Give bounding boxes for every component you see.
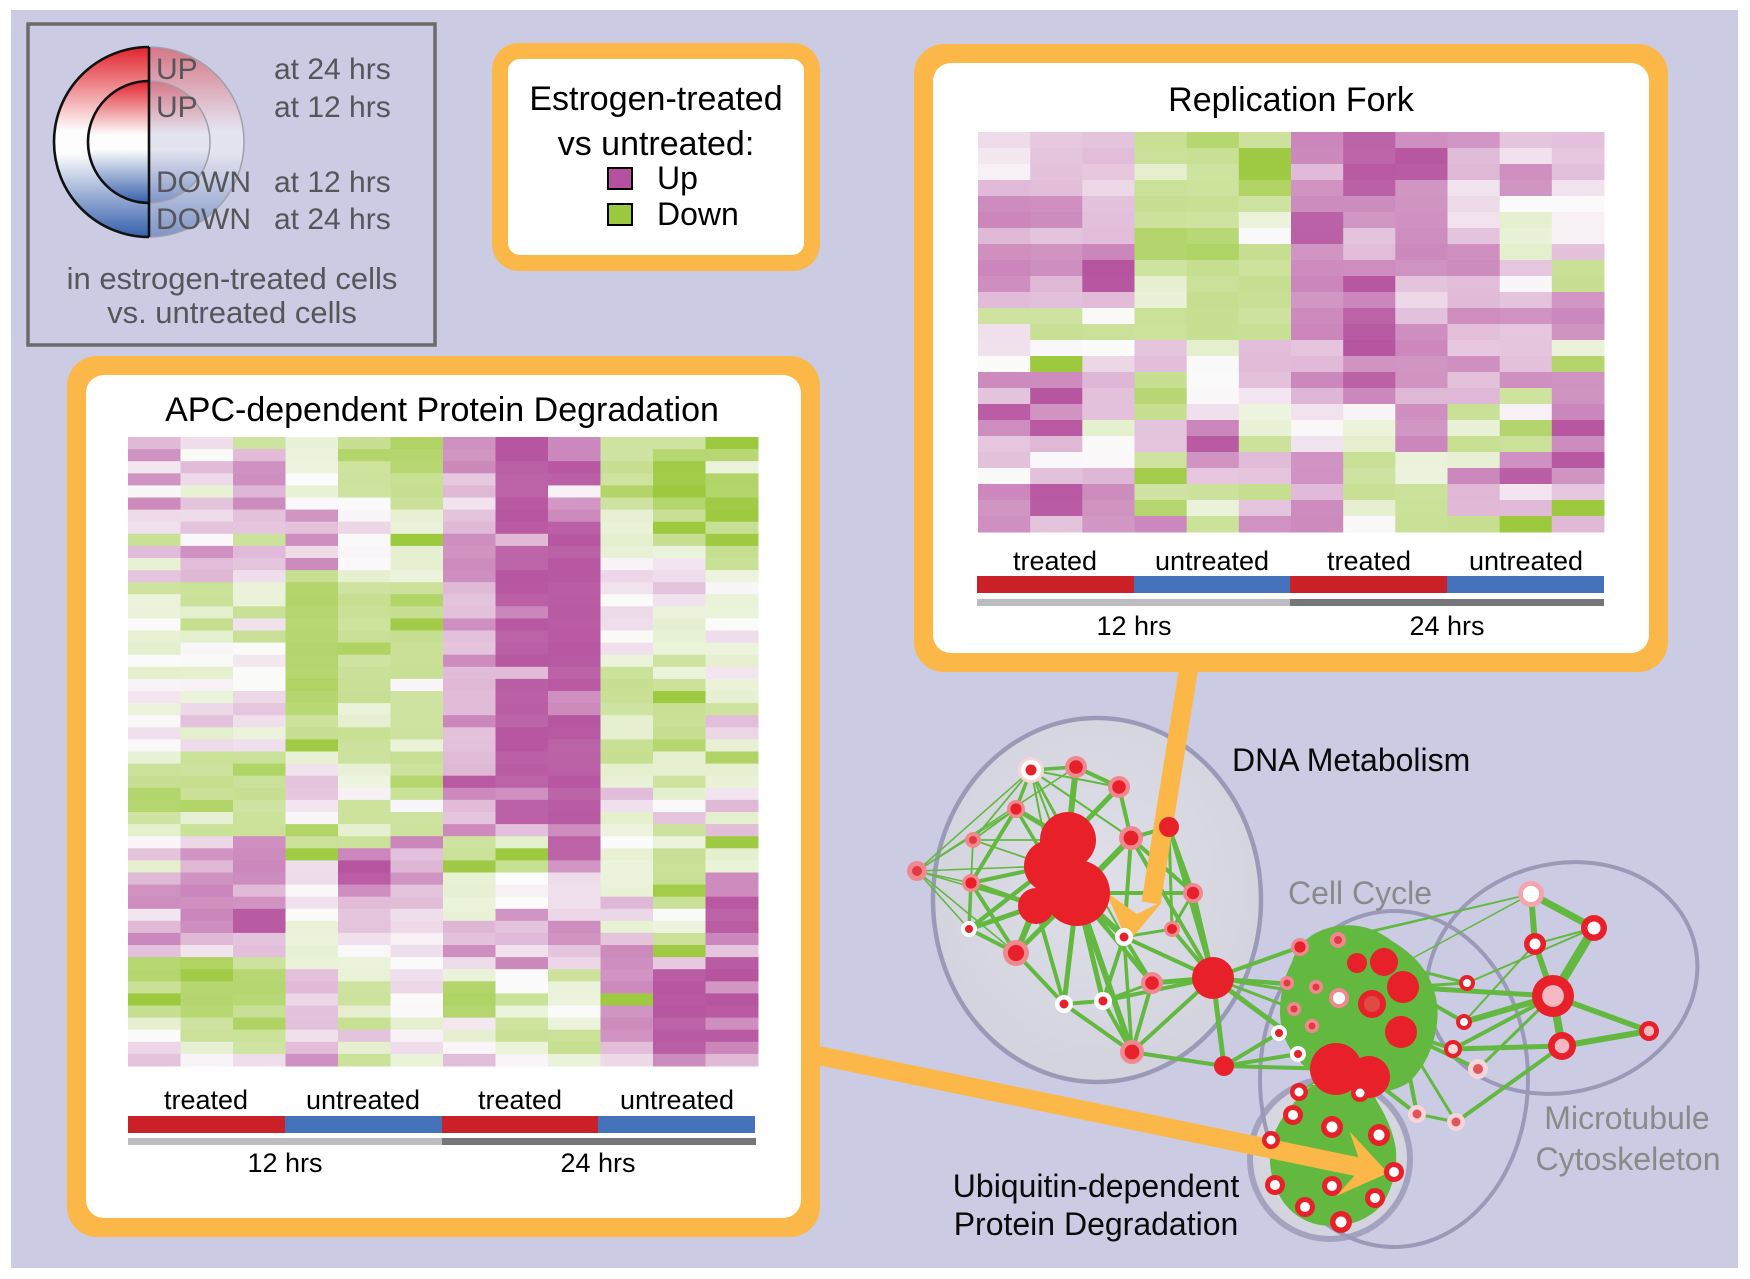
svg-text:DNA Metabolism: DNA Metabolism [1232, 742, 1470, 778]
svg-text:24 hrs: 24 hrs [1409, 611, 1484, 641]
svg-text:12 hrs: 12 hrs [1096, 611, 1171, 641]
svg-text:untreated: untreated [620, 1085, 734, 1115]
svg-text:at 24 hrs: at 24 hrs [274, 53, 391, 86]
svg-text:Down: Down [657, 196, 739, 232]
svg-text:untreated: untreated [1155, 546, 1269, 576]
svg-text:untreated: untreated [1469, 546, 1583, 576]
svg-text:at 24 hrs: at 24 hrs [274, 203, 391, 236]
svg-text:vs. untreated cells: vs. untreated cells [107, 295, 357, 330]
svg-text:vs untreated:: vs untreated: [558, 125, 755, 163]
svg-text:Cell Cycle: Cell Cycle [1288, 875, 1432, 911]
svg-text:Microtubule: Microtubule [1544, 1100, 1709, 1136]
svg-text:Replication Fork: Replication Fork [1168, 81, 1415, 119]
svg-text:Estrogen-treated: Estrogen-treated [529, 80, 782, 118]
svg-text:UP: UP [156, 91, 198, 124]
svg-text:treated: treated [1013, 546, 1097, 576]
svg-text:UP: UP [156, 53, 198, 86]
svg-text:at 12 hrs: at 12 hrs [274, 166, 391, 199]
svg-text:treated: treated [164, 1085, 248, 1115]
svg-text:treated: treated [478, 1085, 562, 1115]
svg-text:treated: treated [1327, 546, 1411, 576]
svg-text:Cytoskeleton: Cytoskeleton [1536, 1141, 1721, 1177]
svg-text:24 hrs: 24 hrs [560, 1148, 635, 1178]
svg-text:Protein Degradation: Protein Degradation [954, 1206, 1239, 1242]
svg-text:12 hrs: 12 hrs [247, 1148, 322, 1178]
svg-text:DOWN: DOWN [156, 166, 251, 199]
svg-text:at 12 hrs: at 12 hrs [274, 91, 391, 124]
svg-text:APC-dependent Protein Degradat: APC-dependent Protein Degradation [165, 391, 719, 429]
svg-text:Ubiquitin-dependent: Ubiquitin-dependent [953, 1168, 1240, 1204]
svg-text:untreated: untreated [306, 1085, 420, 1115]
svg-text:DOWN: DOWN [156, 203, 251, 236]
svg-text:Up: Up [657, 160, 698, 196]
svg-text:in estrogen-treated cells: in estrogen-treated cells [67, 261, 398, 296]
